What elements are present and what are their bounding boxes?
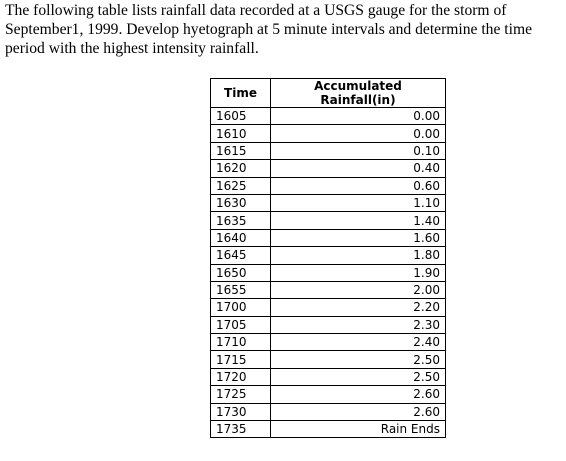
- rainfall-cell: 0.10: [270, 141, 446, 161]
- table-row: 1630 1.10: [210, 193, 446, 213]
- problem-line: September1, 1999. Develop hyetograph at …: [5, 21, 533, 38]
- table-row: 1640 1.60: [210, 228, 446, 248]
- rainfall-cell: 1.10: [270, 193, 446, 213]
- table-row: 1635 1.40: [210, 211, 446, 230]
- table-header-row: Time Accumulated Rainfall(in): [210, 78, 446, 108]
- rainfall-cell: 2.30: [270, 315, 446, 335]
- time-cell: 1615: [210, 141, 271, 161]
- time-cell: 1655: [210, 280, 271, 300]
- table-row: 1620 0.40: [210, 159, 446, 178]
- table-row: 1605 0.00: [210, 106, 446, 126]
- time-cell: 1630: [210, 193, 271, 213]
- time-cell: 1605: [210, 106, 271, 126]
- time-cell: 1735: [210, 420, 271, 439]
- table-row: 1715 2.50: [210, 350, 446, 369]
- problem-line: period with the highest intensity rainfa…: [5, 40, 259, 57]
- table-row: 1625 0.60: [210, 176, 446, 195]
- table-row: 1700 2.20: [210, 298, 446, 317]
- rainfall-cell: 2.40: [270, 333, 446, 352]
- table-row: 1645 1.80: [210, 246, 446, 265]
- rainfall-cell: 1.80: [270, 246, 446, 265]
- time-cell: 1620: [210, 159, 271, 178]
- time-cell: 1650: [210, 263, 271, 282]
- rainfall-cell: 2.60: [270, 402, 446, 422]
- table-row: 1735 Rain Ends: [210, 420, 446, 439]
- table-row: 1710 2.40: [210, 333, 446, 352]
- table-row: 1610 0.00: [210, 124, 446, 143]
- rainfall-cell: 2.00: [270, 280, 446, 300]
- time-cell: 1635: [210, 211, 271, 230]
- time-cell: 1725: [210, 385, 271, 404]
- time-cell: 1625: [210, 176, 271, 195]
- rainfall-table: Time Accumulated Rainfall(in) 1605 0.00 1…: [210, 78, 446, 439]
- time-cell: 1640: [210, 228, 271, 248]
- table-row: 1725 2.60: [210, 385, 446, 404]
- rainfall-cell: 0.00: [270, 106, 446, 126]
- rainfall-cell: Rain Ends: [270, 420, 446, 439]
- header-accumulated-rainfall: Accumulated Rainfall(in): [270, 78, 446, 108]
- rainfall-cell: 2.60: [270, 385, 446, 404]
- time-cell: 1705: [210, 315, 271, 335]
- rainfall-cell: 2.50: [270, 367, 446, 387]
- time-cell: 1710: [210, 333, 271, 352]
- problem-statement: The following table lists rainfall data …: [5, 1, 561, 58]
- table-row: 1655 2.00: [210, 280, 446, 300]
- table-row: 1615 0.10: [210, 141, 446, 161]
- table-row: 1650 1.90: [210, 263, 446, 282]
- rainfall-cell: 1.90: [270, 263, 446, 282]
- time-cell: 1715: [210, 350, 271, 369]
- header-time: Time: [210, 78, 271, 108]
- table-row: 1730 2.60: [210, 402, 446, 422]
- time-cell: 1720: [210, 367, 271, 387]
- table-row: 1720 2.50: [210, 367, 446, 387]
- time-cell: 1730: [210, 402, 271, 422]
- time-cell: 1610: [210, 124, 271, 143]
- rainfall-cell: 1.40: [270, 211, 446, 230]
- rainfall-cell: 2.20: [270, 298, 446, 317]
- time-cell: 1645: [210, 246, 271, 265]
- time-cell: 1700: [210, 298, 271, 317]
- table-row: 1705 2.30: [210, 315, 446, 335]
- rainfall-cell: 0.40: [270, 159, 446, 178]
- problem-line: The following table lists rainfall data …: [5, 2, 507, 19]
- rainfall-cell: 0.00: [270, 124, 446, 143]
- rainfall-cell: 2.50: [270, 350, 446, 369]
- rainfall-cell: 0.60: [270, 176, 446, 195]
- rainfall-cell: 1.60: [270, 228, 446, 248]
